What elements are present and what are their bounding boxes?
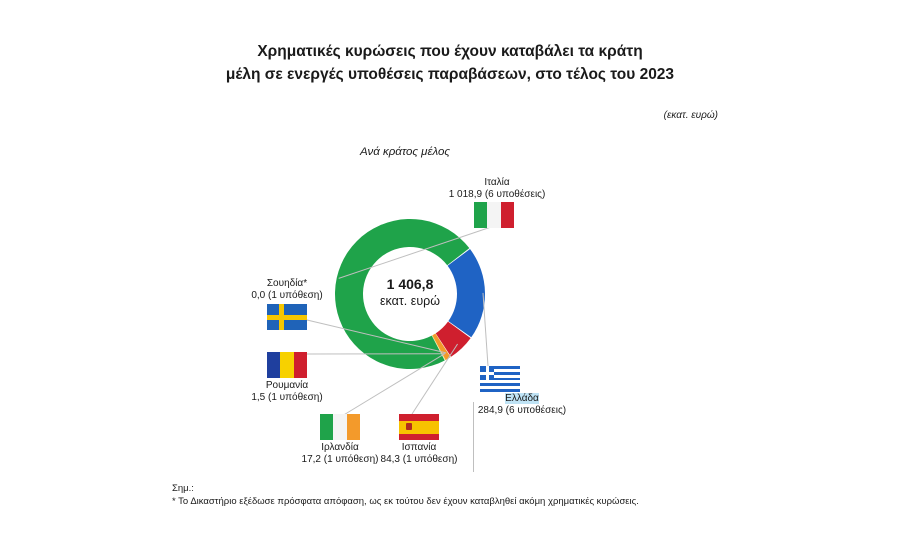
title-line-2: μέλη σε ενεργές υποθέσεις παραβάσεων, στ…	[225, 66, 675, 83]
total-value: 1 406,8	[386, 276, 434, 292]
notes-text: * Το Δικαστήριο εξέδωσε πρόσφατα απόφαση…	[172, 496, 639, 507]
chart-subtitle: Ανά κράτος μέλος	[359, 146, 451, 158]
romania-flag-icon	[267, 352, 307, 378]
leader-line-sweden	[306, 319, 447, 354]
notes-heading: Σημ.:	[172, 483, 194, 494]
label-spain-value: 84,3 (1 υπόθεση)	[380, 454, 458, 465]
label-greece-value: 284,9 (6 υποθέσεις)	[477, 405, 567, 416]
total-unit: εκατ. ευρώ	[379, 294, 441, 308]
ireland-flag-icon	[320, 414, 360, 440]
chart-divider-line	[473, 402, 474, 472]
label-ireland-value: 17,2 (1 υπόθεση)	[301, 454, 379, 465]
sweden-flag-icon	[267, 304, 307, 330]
slice-italy	[335, 219, 470, 369]
label-greece-name: Ελλάδα	[505, 393, 539, 404]
title-line-1: Χρηματικές κυρώσεις που έχουν καταβάλει …	[257, 43, 643, 60]
leader-line-italy	[338, 225, 495, 279]
leader-line-ireland	[341, 352, 446, 417]
leader-line-greece	[482, 292, 489, 367]
leader-line-spain	[411, 343, 458, 415]
label-italy: Ιταλία 1 018,9 (6 υποθέσεις)	[432, 177, 562, 201]
slice-ireland	[432, 333, 451, 360]
label-sweden-value: 0,0 (1 υπόθεση)	[251, 290, 323, 301]
label-sweden: Σουηδία* 0,0 (1 υπόθεση)	[237, 278, 337, 302]
label-spain-name: Ισπανία	[401, 442, 437, 453]
label-greece: Ελλάδα 284,9 (6 υποθέσεις)	[462, 393, 582, 417]
label-italy-value: 1 018,9 (6 υποθέσεις)	[448, 189, 546, 200]
greece-flag-icon	[480, 366, 520, 392]
unit-note: (εκατ. ευρώ)	[663, 110, 718, 121]
slice-spain	[435, 321, 471, 357]
label-italy-name: Ιταλία	[484, 177, 510, 188]
label-ireland-name: Ιρλανδία	[321, 442, 359, 453]
label-romania-value: 1,5 (1 υπόθεση)	[251, 392, 323, 403]
label-romania: Ρουμανία 1,5 (1 υπόθεση)	[237, 380, 337, 404]
label-romania-name: Ρουμανία	[265, 380, 309, 391]
label-sweden-name: Σουηδία*	[266, 278, 308, 289]
spain-flag-icon	[399, 414, 439, 440]
footnotes: Σημ.: * Το Δικαστήριο εξέδωσε πρόσφατα α…	[172, 482, 639, 508]
label-ireland: Ιρλανδία 17,2 (1 υπόθεση)	[290, 442, 390, 466]
chart-title: Χρηματικές κυρώσεις που έχουν καταβάλει …	[150, 40, 750, 86]
slice-greece	[447, 249, 485, 338]
italy-flag-icon	[474, 202, 514, 228]
label-spain: Ισπανία 84,3 (1 υπόθεση)	[368, 442, 470, 466]
